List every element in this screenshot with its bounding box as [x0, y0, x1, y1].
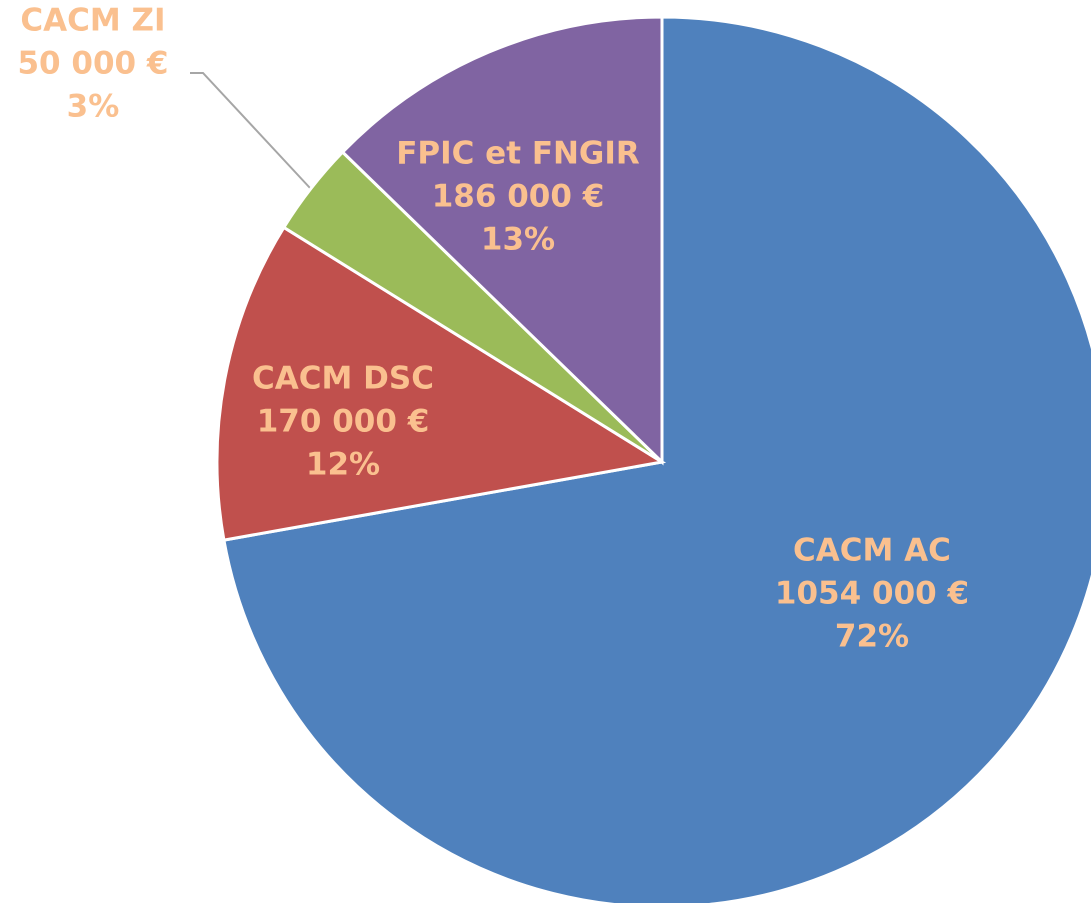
data-label: CACM AC [793, 533, 951, 569]
pie-slice [340, 15, 664, 466]
pie-slice [222, 15, 1091, 903]
data-label: 186 000 € [432, 179, 605, 215]
data-label: 1054 000 € [775, 576, 969, 612]
pie-slice [215, 225, 667, 542]
data-label: 13% [481, 222, 555, 258]
data-label: 72% [835, 619, 909, 655]
data-label: 12% [306, 447, 380, 483]
data-label: CACM DSC [252, 361, 434, 397]
leader-line [190, 72, 311, 189]
data-label: 3% [67, 89, 120, 125]
data-label: 50 000 € [17, 46, 168, 82]
data-label: CACM ZI [20, 3, 165, 39]
data-label: 170 000 € [257, 404, 430, 440]
data-label: FPIC et FNGIR [396, 136, 640, 172]
